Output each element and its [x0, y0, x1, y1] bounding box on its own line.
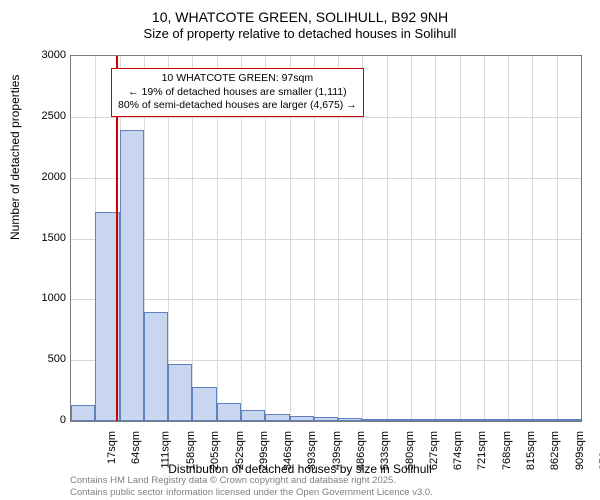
ytick-label: 3000 — [26, 49, 66, 61]
histogram-bar — [168, 364, 192, 421]
chart-plot-area: 10 WHATCOTE GREEN: 97sqm ← 19% of detach… — [70, 55, 582, 422]
histogram-bar — [144, 312, 168, 422]
xtick-label: 17sqm — [106, 431, 118, 464]
histogram-bar — [484, 419, 508, 421]
chart-title-line2: Size of property relative to detached ho… — [0, 26, 600, 41]
histogram-bar — [241, 410, 265, 421]
annotation-box: 10 WHATCOTE GREEN: 97sqm ← 19% of detach… — [111, 68, 364, 117]
ytick-label: 1500 — [26, 232, 66, 244]
ytick-label: 2500 — [26, 110, 66, 122]
footer-attribution: Contains HM Land Registry data © Crown c… — [70, 475, 433, 498]
ytick-label: 0 — [26, 414, 66, 426]
xtick-label: 158sqm — [185, 431, 197, 470]
histogram-bar — [265, 414, 289, 421]
gridline-h — [71, 239, 581, 240]
gridline-h — [71, 178, 581, 179]
gridline-h — [71, 117, 581, 118]
xtick-label: 768sqm — [501, 431, 513, 470]
chart-title-line1: 10, WHATCOTE GREEN, SOLIHULL, B92 9NH — [0, 0, 600, 26]
histogram-bar — [120, 130, 144, 421]
xtick-label: 439sqm — [331, 431, 343, 470]
y-axis-label: Number of detached properties — [8, 75, 22, 240]
xtick-label: 346sqm — [282, 431, 294, 470]
xtick-label: 299sqm — [258, 431, 270, 470]
annotation-line2: ← 19% of detached houses are smaller (1,… — [118, 86, 357, 100]
histogram-bar — [411, 419, 435, 421]
histogram-bar — [338, 418, 362, 421]
ytick-label: 500 — [26, 353, 66, 365]
histogram-bar — [362, 419, 386, 421]
xtick-label: 815sqm — [525, 431, 537, 470]
footer-line2: Contains public sector information licen… — [70, 487, 433, 498]
xtick-label: 486sqm — [355, 431, 367, 470]
histogram-bar — [71, 405, 95, 421]
gridline-v — [387, 56, 388, 421]
xtick-label: 205sqm — [209, 431, 221, 470]
histogram-bar — [460, 419, 484, 421]
histogram-bar — [192, 387, 216, 421]
histogram-bar — [532, 419, 556, 421]
xtick-label: 533sqm — [379, 431, 391, 470]
xtick-label: 580sqm — [404, 431, 416, 470]
annotation-line1: 10 WHATCOTE GREEN: 97sqm — [118, 72, 357, 86]
gridline-v — [508, 56, 509, 421]
annotation-line3: 80% of semi-detached houses are larger (… — [118, 99, 357, 113]
xtick-label: 721sqm — [477, 431, 489, 470]
xtick-label: 674sqm — [452, 431, 464, 470]
histogram-bar — [435, 419, 459, 421]
gridline-v — [532, 56, 533, 421]
xtick-label: 909sqm — [574, 431, 586, 470]
xtick-label: 393sqm — [307, 431, 319, 470]
gridline-v — [435, 56, 436, 421]
histogram-bar — [217, 403, 241, 421]
histogram-bar — [508, 419, 532, 421]
xtick-label: 111sqm — [159, 431, 171, 469]
footer-line1: Contains HM Land Registry data © Crown c… — [70, 475, 433, 486]
ytick-label: 1000 — [26, 292, 66, 304]
gridline-v — [411, 56, 412, 421]
gridline-v — [460, 56, 461, 421]
histogram-bar — [387, 419, 411, 421]
histogram-bar — [314, 417, 338, 421]
xtick-label: 862sqm — [549, 431, 561, 470]
gridline-h — [71, 299, 581, 300]
ytick-label: 2000 — [26, 171, 66, 183]
gridline-v — [484, 56, 485, 421]
histogram-bar — [557, 419, 581, 421]
xtick-label: 627sqm — [428, 431, 440, 470]
gridline-v — [557, 56, 558, 421]
histogram-bar — [290, 416, 314, 421]
xtick-label: 64sqm — [130, 431, 142, 464]
xtick-label: 252sqm — [234, 431, 246, 470]
